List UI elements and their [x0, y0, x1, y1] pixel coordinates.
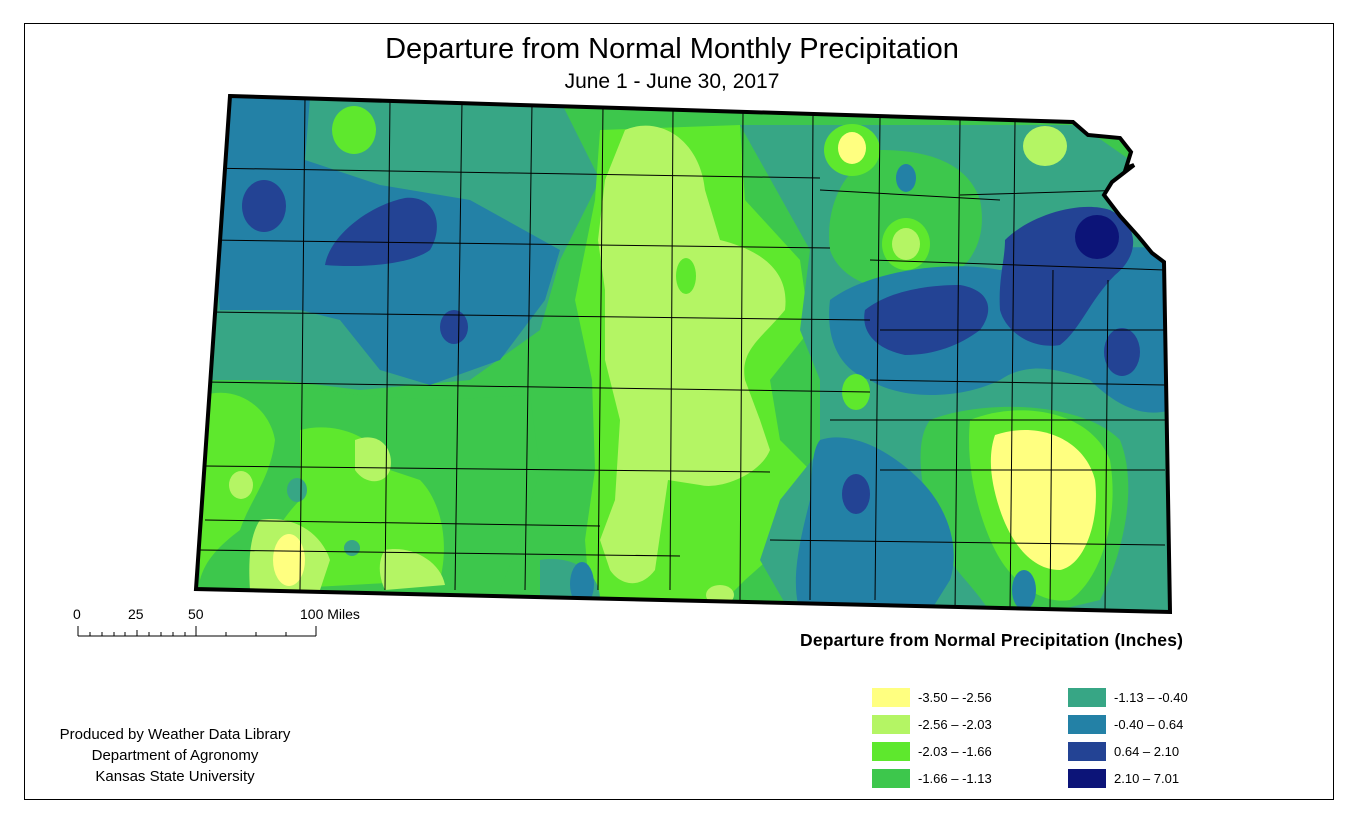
wet-spot-johnson	[1075, 215, 1119, 259]
scale-label-0: 0	[73, 606, 81, 622]
credit-block: Produced by Weather Data Library Departm…	[30, 724, 320, 787]
dry-spot-morton	[273, 534, 305, 586]
legend-item: -3.50 – -2.56	[872, 684, 992, 711]
green-spot-central	[676, 258, 696, 294]
legend-swatch	[1068, 715, 1106, 734]
legend-title: Departure from Normal Precipitation (Inc…	[800, 630, 1184, 650]
scale-bar-graphic	[77, 626, 317, 637]
dry-spot-rawlins	[332, 106, 376, 154]
dry-spot-washington-inner	[838, 132, 866, 164]
dry-spot-finney	[355, 437, 391, 482]
teal-spot-grant	[287, 478, 307, 502]
legend-label: -2.03 – -1.66	[918, 744, 992, 759]
credit-line-3: Kansas State University	[95, 768, 255, 785]
legend-label: -1.66 – -1.13	[918, 771, 992, 786]
legend-swatch	[872, 715, 910, 734]
legend-item: -1.13 – -0.40	[1068, 684, 1188, 711]
dry-spot-stanton	[229, 471, 253, 499]
legend-label: -0.40 – 0.64	[1114, 717, 1184, 732]
legend-label: 0.64 – 2.10	[1114, 744, 1180, 759]
legend-item: -2.56 – -2.03	[872, 711, 992, 738]
dry-core-se	[990, 430, 1096, 570]
legend-label: -3.50 – -2.56	[918, 690, 992, 705]
class-yellowgreen-central	[598, 125, 786, 584]
county-boundaries	[199, 97, 1166, 612]
legend-item: 2.10 – 7.01	[1068, 765, 1188, 792]
legend-swatch	[872, 742, 910, 761]
map-subtitle: June 1 - June 30, 2017	[564, 70, 780, 93]
wet-spot-wabaunsee	[864, 285, 989, 355]
wet-spot-graham	[440, 310, 468, 344]
wet-spot-sherman	[242, 180, 286, 232]
blue-spot-montgomery	[1012, 570, 1036, 610]
kansas-state-outline	[193, 93, 1173, 615]
credit-line-1: Produced by Weather Data Library	[59, 726, 291, 743]
scale-label-100-miles: 100 Miles	[300, 606, 360, 622]
wet-spot-butler	[842, 474, 870, 514]
legend-swatch	[872, 688, 910, 707]
blue-spot-comanche	[570, 562, 594, 606]
credit-line-2: Department of Agronomy	[91, 747, 259, 764]
map-title: Departure from Normal Monthly Precipitat…	[385, 33, 959, 65]
dry-spot-riley-inner	[892, 228, 920, 260]
dry-spot-brown	[1023, 126, 1067, 166]
map-frame	[24, 23, 1334, 800]
scale-label-25: 25	[128, 606, 144, 622]
legend-swatch	[1068, 688, 1106, 707]
legend-label: 2.10 – 7.01	[1114, 771, 1180, 786]
teal-spot-seward	[344, 540, 360, 556]
wet-spot-decatur	[325, 197, 437, 267]
class-blue-sc	[795, 437, 954, 612]
legend-label: -2.56 – -2.03	[918, 717, 992, 732]
wet-spot-linn	[1104, 328, 1140, 376]
scale-label-50: 50	[188, 606, 204, 622]
dry-spot-meade	[379, 549, 445, 590]
precipitation-surface	[196, 96, 1170, 612]
legend-item: 0.64 – 2.10	[1068, 738, 1188, 765]
legend-swatch	[1068, 769, 1106, 788]
legend-swatch	[872, 769, 910, 788]
legend-item: -1.66 – -1.13	[872, 765, 992, 792]
legend-item: -0.40 – 0.64	[1068, 711, 1188, 738]
legend-swatch	[1068, 742, 1106, 761]
legend-label: -1.13 – -0.40	[1114, 690, 1188, 705]
legend-column-1: -3.50 – -2.56 -2.56 – -2.03 -2.03 – -1.6…	[872, 684, 992, 792]
legend-item: -2.03 – -1.66	[872, 738, 992, 765]
blue-spot-marshall	[896, 164, 916, 192]
legend-column-2: -1.13 – -0.40 -0.40 – 0.64 0.64 – 2.10 2…	[1068, 684, 1188, 792]
